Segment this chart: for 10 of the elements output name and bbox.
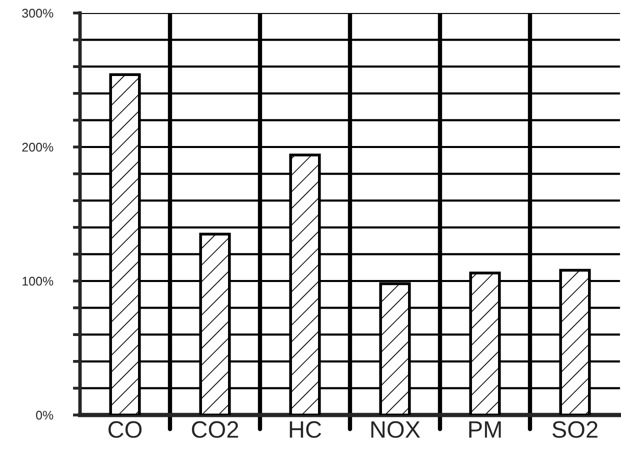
y-tick-label: 100% — [22, 276, 54, 286]
x-tick-label: CO2 — [192, 421, 238, 438]
y-tick-label: 300% — [22, 8, 54, 18]
y-tick-label: 200% — [22, 142, 54, 152]
x-tick-label: CO — [108, 421, 142, 438]
x-tick-label: PM — [469, 421, 501, 438]
x-tick-label: NOX — [371, 421, 420, 438]
x-tick-label: SO2 — [552, 421, 598, 438]
x-tick-label: HC — [290, 421, 322, 438]
y-tick-label: 0% — [36, 410, 54, 420]
